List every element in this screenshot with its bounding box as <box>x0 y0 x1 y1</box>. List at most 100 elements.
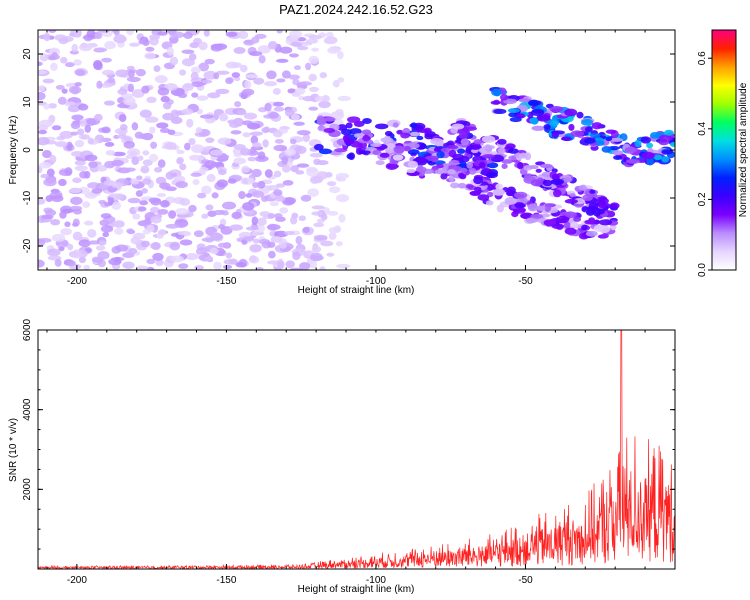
heatmap-cell <box>100 213 112 219</box>
heatmap-cell <box>436 150 445 159</box>
heatmap-cell <box>130 178 140 185</box>
heatmap-cell <box>146 224 155 233</box>
heatmap-cell <box>61 88 68 94</box>
heatmap-cell <box>551 132 559 138</box>
heatmap-cell <box>302 95 316 102</box>
heatmap-cell <box>142 150 150 156</box>
heatmap-cell <box>206 173 216 183</box>
heatmap-cell <box>245 74 259 79</box>
heatmap-cell <box>116 193 124 200</box>
heatmap-cell <box>198 62 210 72</box>
heatmap-cell <box>60 228 72 236</box>
heatmap-cell <box>59 130 74 139</box>
heatmap-cell <box>375 160 385 166</box>
heatmap-cell <box>157 87 170 96</box>
heatmap-cell <box>48 55 56 61</box>
heatmap-cell <box>78 256 87 264</box>
heatmap-cell <box>308 106 319 111</box>
heatmap-cell <box>184 142 191 151</box>
heatmap-cell <box>205 137 215 143</box>
heatmap-cell <box>250 135 259 145</box>
heatmap-cell <box>564 211 577 219</box>
heatmap-cell <box>198 41 208 51</box>
heatmap-cell <box>279 46 293 54</box>
heatmap-cell <box>146 258 156 265</box>
heatmap-cell <box>245 193 253 198</box>
heatmap-x-tick-label: -150 <box>216 276 236 287</box>
heatmap-cell <box>215 88 230 95</box>
heatmap-cell <box>74 160 86 166</box>
heatmap-cell <box>127 148 141 157</box>
heatmap-cell <box>612 150 624 156</box>
heatmap-cell <box>295 235 303 245</box>
heatmap-cell <box>170 116 183 125</box>
heatmap-cell <box>308 55 319 64</box>
heatmap-cell <box>164 142 177 150</box>
colorbar-tick-label: 0.4 <box>697 121 708 135</box>
heatmap-cell <box>290 138 297 145</box>
heatmap-cell <box>268 41 278 50</box>
heatmap-cell <box>440 173 448 180</box>
heatmap-cell <box>273 106 285 112</box>
heatmap-cell <box>103 100 116 106</box>
heatmap-cell <box>514 191 528 199</box>
heatmap-cell <box>424 133 433 140</box>
heatmap-cell <box>218 224 226 230</box>
heatmap-cell <box>309 152 323 158</box>
heatmap-cell <box>139 200 149 206</box>
heatmap-cell <box>137 206 147 212</box>
heatmap-cell <box>589 133 601 138</box>
heatmap-cell <box>478 161 486 169</box>
heatmap-cell <box>384 135 391 143</box>
heatmap-cell <box>213 261 222 270</box>
heatmap-cell <box>157 159 166 168</box>
heatmap-cell <box>117 134 128 139</box>
heatmap-cell <box>111 159 124 167</box>
heatmap-cell <box>335 241 343 247</box>
heatmap-cell <box>353 133 364 138</box>
heatmap-cell <box>123 140 135 149</box>
heatmap-cell <box>79 43 93 52</box>
heatmap-cell <box>38 166 43 174</box>
heatmap-cell <box>337 95 352 102</box>
heatmap-cell <box>166 46 174 56</box>
heatmap-y-tick-label: 10 <box>22 96 33 108</box>
heatmap-cell <box>154 75 168 84</box>
heatmap-cell <box>58 37 69 45</box>
heatmap-cell <box>327 210 339 216</box>
heatmap-cell <box>477 194 490 201</box>
heatmap-cell <box>452 153 465 161</box>
heatmap-cell <box>598 204 607 209</box>
heatmap-cell <box>38 259 45 268</box>
heatmap-cell <box>446 144 459 150</box>
heatmap-cell <box>244 80 252 89</box>
heatmap-cell <box>274 138 284 144</box>
heatmap-cell <box>91 256 104 263</box>
heatmap-cell <box>217 137 232 145</box>
heatmap-cell <box>320 240 334 247</box>
heatmap-cell <box>241 88 255 96</box>
heatmap-cell <box>203 30 210 37</box>
heatmap-cell <box>74 165 88 172</box>
heatmap-cell <box>517 161 524 170</box>
heatmap-cell <box>142 159 153 167</box>
heatmap-cell <box>179 163 187 171</box>
heatmap-cell <box>505 143 516 150</box>
heatmap-cell <box>112 151 126 157</box>
heatmap-cell <box>308 34 322 40</box>
heatmap-cell <box>42 150 52 159</box>
heatmap-cell <box>225 77 234 85</box>
heatmap-cell <box>249 255 257 263</box>
heatmap-cell <box>564 227 577 235</box>
heatmap-cell <box>167 129 176 135</box>
heatmap-cell <box>516 113 525 119</box>
heatmap-cell <box>170 31 185 39</box>
heatmap-cell <box>290 41 302 47</box>
heatmap-cell <box>434 169 448 175</box>
heatmap-cell <box>613 155 623 160</box>
heatmap-cell <box>61 208 75 213</box>
heatmap-cell <box>425 155 439 162</box>
heatmap-cell <box>169 56 179 66</box>
heatmap-cell <box>344 137 355 145</box>
